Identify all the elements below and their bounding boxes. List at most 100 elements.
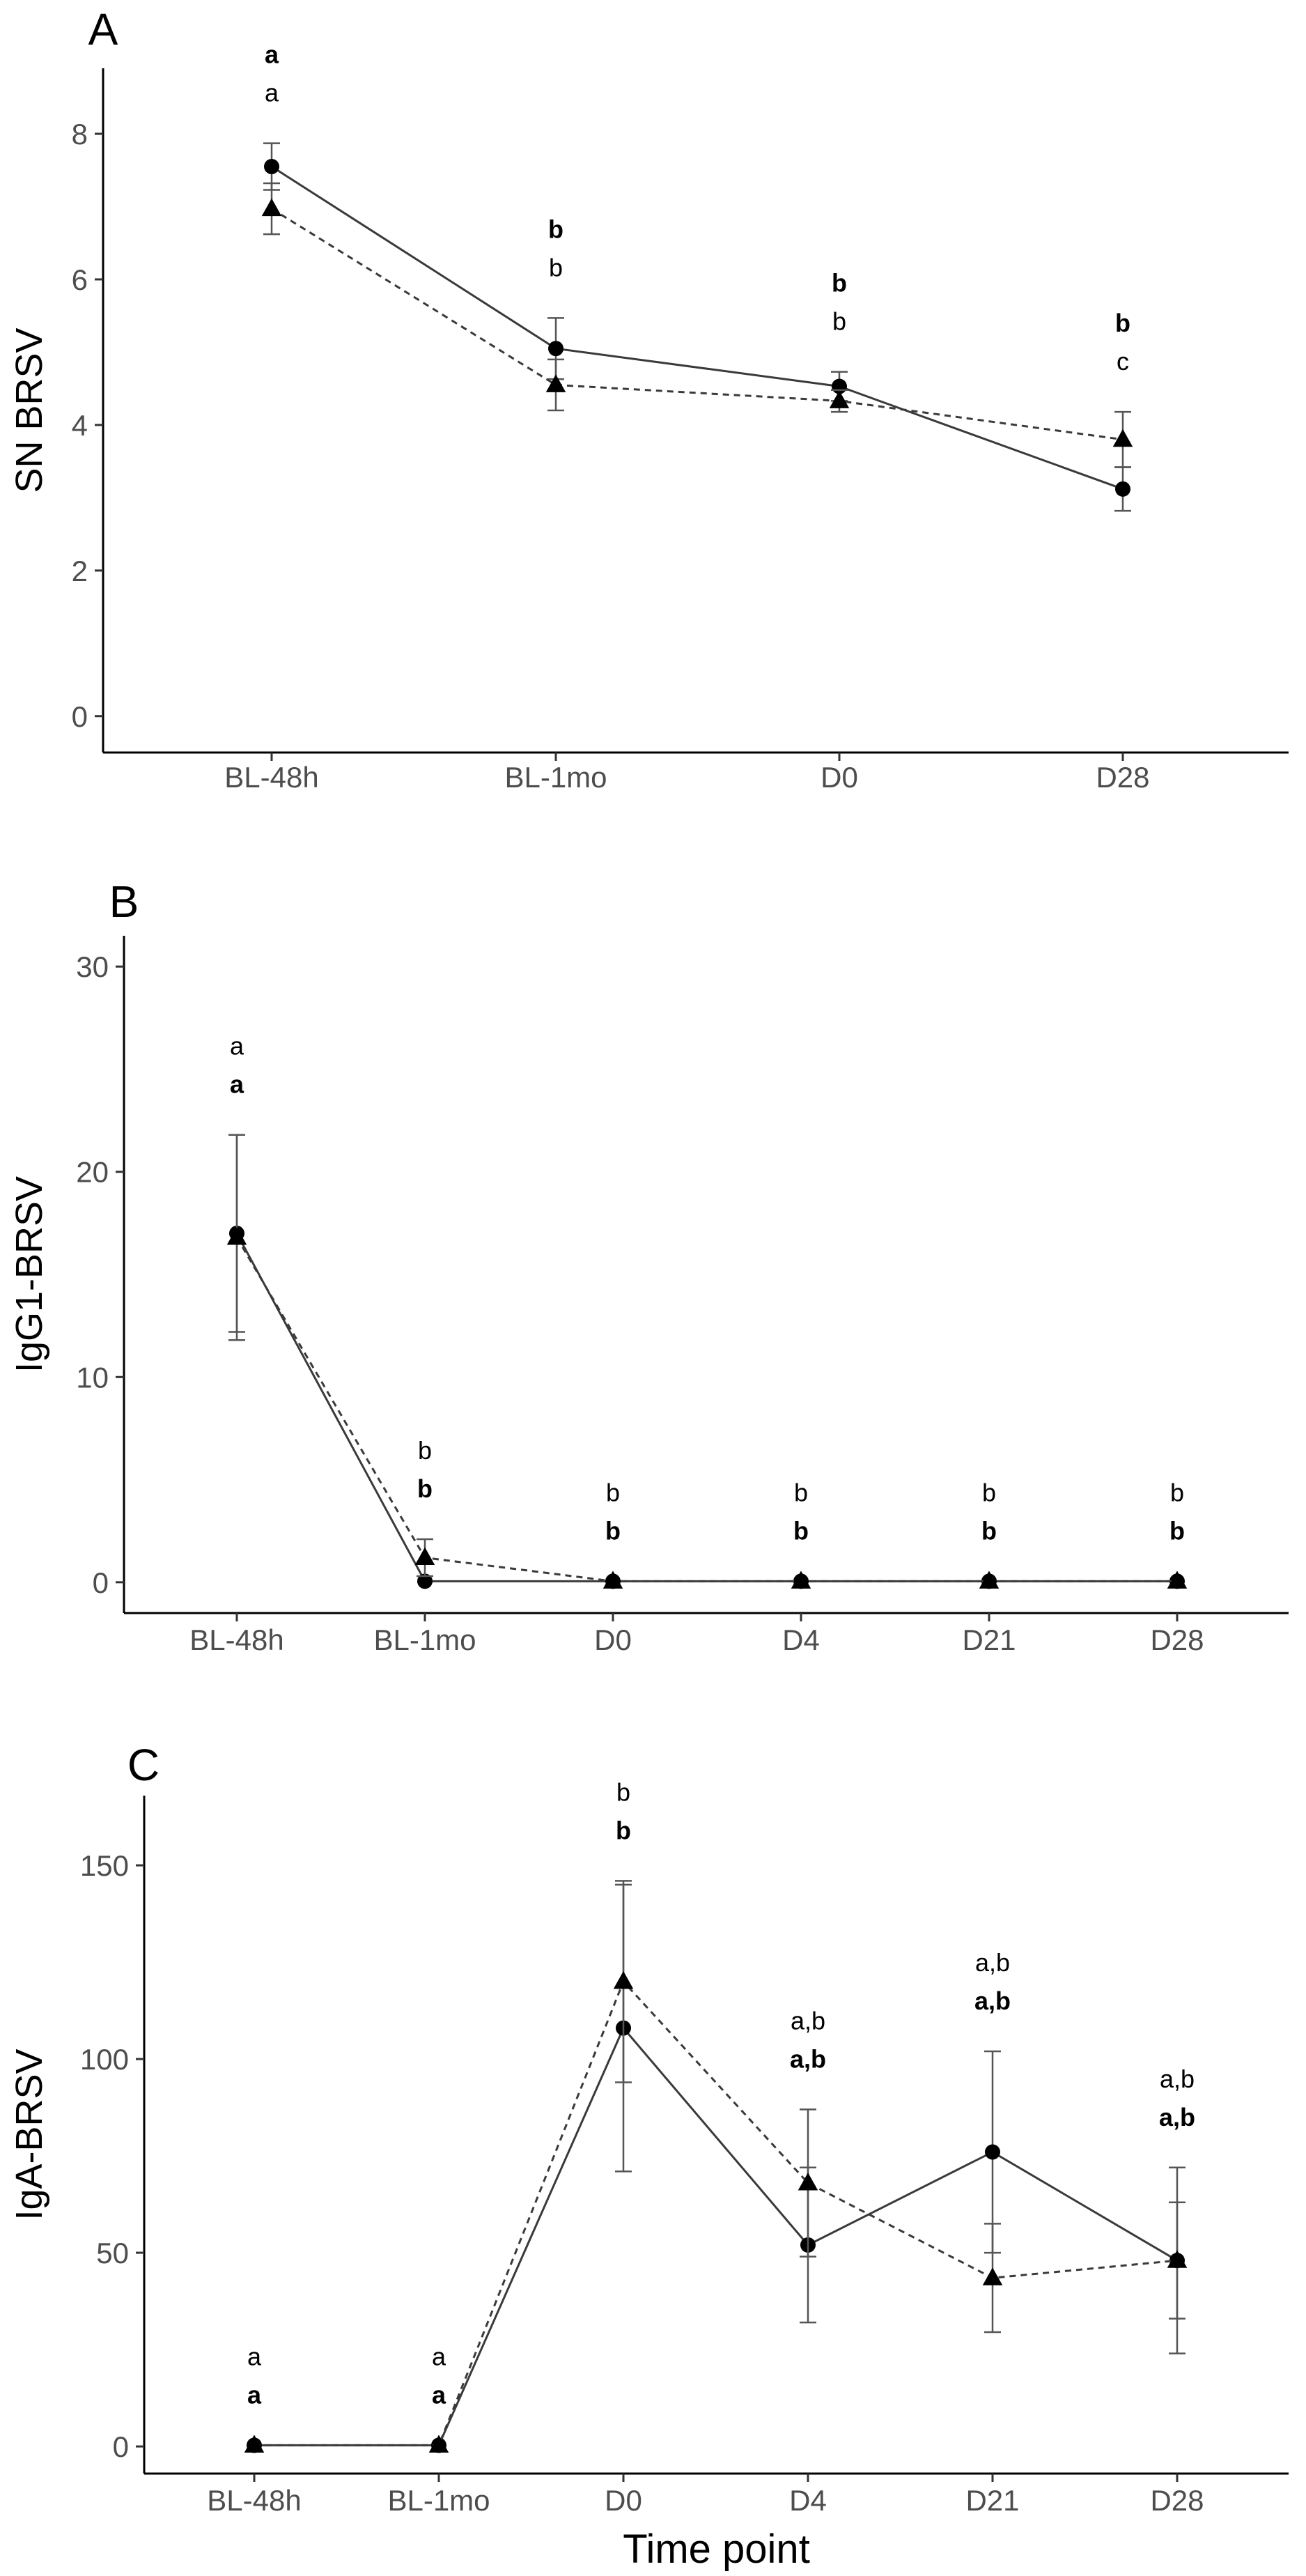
- sig-letter: ,: [1173, 2103, 1180, 2131]
- data-point-triangle: [244, 2435, 265, 2453]
- x-tick-label: D0: [605, 2484, 642, 2517]
- sig-letter: b: [995, 1987, 1011, 2015]
- x-axis-title: Time point: [623, 2527, 810, 2572]
- sig-label-bold: b: [616, 1816, 631, 1844]
- y-tick-label: 6: [72, 263, 88, 296]
- sig-label: b: [1170, 1478, 1184, 1506]
- sig-label: b: [982, 1478, 996, 1506]
- y-axis-title: IgG1-BRSV: [8, 1176, 50, 1373]
- data-point-circle: [264, 159, 279, 175]
- y-tick-label: 50: [96, 2237, 129, 2269]
- sig-label-bold: a,b: [1159, 2103, 1195, 2131]
- sig-label-bold: b: [793, 1516, 809, 1545]
- panel-letter: B: [109, 877, 139, 927]
- y-tick-label: 10: [76, 1361, 109, 1394]
- y-tick-label: 0: [93, 1566, 109, 1599]
- series-circle-solid: [263, 142, 1131, 512]
- data-point-triangle: [1112, 429, 1133, 447]
- sig-letter: b: [606, 1478, 620, 1506]
- sig-letter: b: [1170, 1478, 1184, 1506]
- sig-letter: a: [247, 2342, 262, 2370]
- data-point-triangle: [982, 2267, 1003, 2285]
- data-point-triangle: [428, 2435, 449, 2453]
- x-tick-label: BL-48h: [207, 2484, 301, 2517]
- sig-letter: ,: [988, 1987, 995, 2015]
- data-point-circle: [417, 1573, 433, 1589]
- series-triangle-dashed: [226, 1134, 1188, 1589]
- sig-label: a: [230, 1032, 244, 1061]
- series-circle-solid: [228, 1134, 1185, 1589]
- sig-label-bold: b: [605, 1516, 621, 1545]
- sig-label-bold: a: [432, 2380, 446, 2409]
- series-triangle-dashed: [244, 1880, 1188, 2453]
- sig-letter: a: [790, 2044, 804, 2073]
- sig-label: b: [832, 307, 846, 336]
- y-tick-label: 150: [80, 1849, 129, 1882]
- sig-letter: b: [1115, 309, 1130, 337]
- series-line: [235, 1237, 1177, 1582]
- sig-letter: ,: [804, 2044, 811, 2073]
- sig-letter: ,: [1174, 2065, 1181, 2093]
- sig-letter: b: [811, 2006, 825, 2035]
- sig-label-bold: b: [417, 1474, 433, 1503]
- sig-letter: b: [1180, 2103, 1195, 2131]
- sig-letter: b: [616, 1816, 631, 1844]
- sig-label: a: [265, 79, 279, 107]
- series-line: [271, 165, 1124, 491]
- data-point-circle: [985, 2144, 1000, 2160]
- x-tick-label: D28: [1096, 761, 1149, 794]
- sig-label-bold: b: [1169, 1516, 1185, 1545]
- data-point-triangle: [798, 2173, 818, 2191]
- x-tick-label: BL-1mo: [373, 1624, 476, 1656]
- sig-label-bold: a,b: [974, 1987, 1011, 2015]
- sig-letter: a: [974, 1987, 989, 2015]
- sig-letter: ,: [989, 1948, 996, 1977]
- sig-letter: a: [975, 1948, 990, 1977]
- sig-letter: ,: [804, 2006, 811, 2035]
- series-line: [254, 2026, 1178, 2446]
- sig-letter: a: [432, 2380, 446, 2409]
- sig-label-bold: a: [230, 1070, 244, 1099]
- y-axis-title: IgA-BRSV: [8, 2049, 50, 2220]
- y-tick-label: 20: [76, 1156, 109, 1189]
- sig-letter: b: [548, 215, 563, 243]
- sig-letter: a: [230, 1070, 244, 1099]
- sig-label: b: [549, 253, 563, 281]
- sig-letter: b: [832, 269, 847, 298]
- sig-label: b: [616, 1777, 630, 1806]
- y-tick-label: 2: [72, 555, 88, 587]
- sig-label-bold: b: [832, 269, 847, 298]
- sig-letter: a: [265, 79, 279, 107]
- sig-label-bold: a: [265, 40, 279, 69]
- sig-label: a,b: [975, 1948, 1010, 1977]
- sig-label-bold: b: [981, 1516, 997, 1545]
- x-tick-label: D0: [594, 1624, 632, 1656]
- sig-label: c: [1117, 347, 1129, 376]
- sig-label: b: [418, 1436, 432, 1465]
- sig-label: a,b: [1160, 2065, 1195, 2093]
- sig-letter: a: [230, 1032, 244, 1061]
- data-point-circle: [548, 341, 563, 357]
- sig-letter: a: [247, 2380, 262, 2409]
- series-line: [235, 1233, 1177, 1582]
- sig-label-bold: a,b: [790, 2044, 826, 2073]
- series-circle-solid: [247, 1883, 1185, 2453]
- x-tick-label: D4: [782, 1624, 820, 1656]
- sig-letter: b: [605, 1516, 621, 1545]
- x-tick-label: BL-48h: [189, 1624, 283, 1656]
- sig-letter: b: [418, 1436, 432, 1465]
- y-tick-label: 100: [80, 2043, 129, 2076]
- data-point-triangle: [545, 374, 566, 392]
- x-tick-label: D28: [1150, 1624, 1204, 1656]
- x-tick-label: BL-48h: [224, 761, 318, 794]
- panel-letter: C: [127, 1740, 160, 1790]
- sig-letter: c: [1117, 347, 1129, 376]
- series-triangle-dashed: [261, 182, 1133, 468]
- panel-b: B 0 10 20 30 IgG1-BRSV BL-48h BL-1mo D0 D4 D21 D28 a…: [8, 877, 1289, 1656]
- sig-label-bold: b: [548, 215, 563, 243]
- sig-label: a,b: [791, 2006, 825, 2035]
- panel-letter: A: [88, 4, 118, 54]
- y-tick-label: 0: [113, 2430, 129, 2463]
